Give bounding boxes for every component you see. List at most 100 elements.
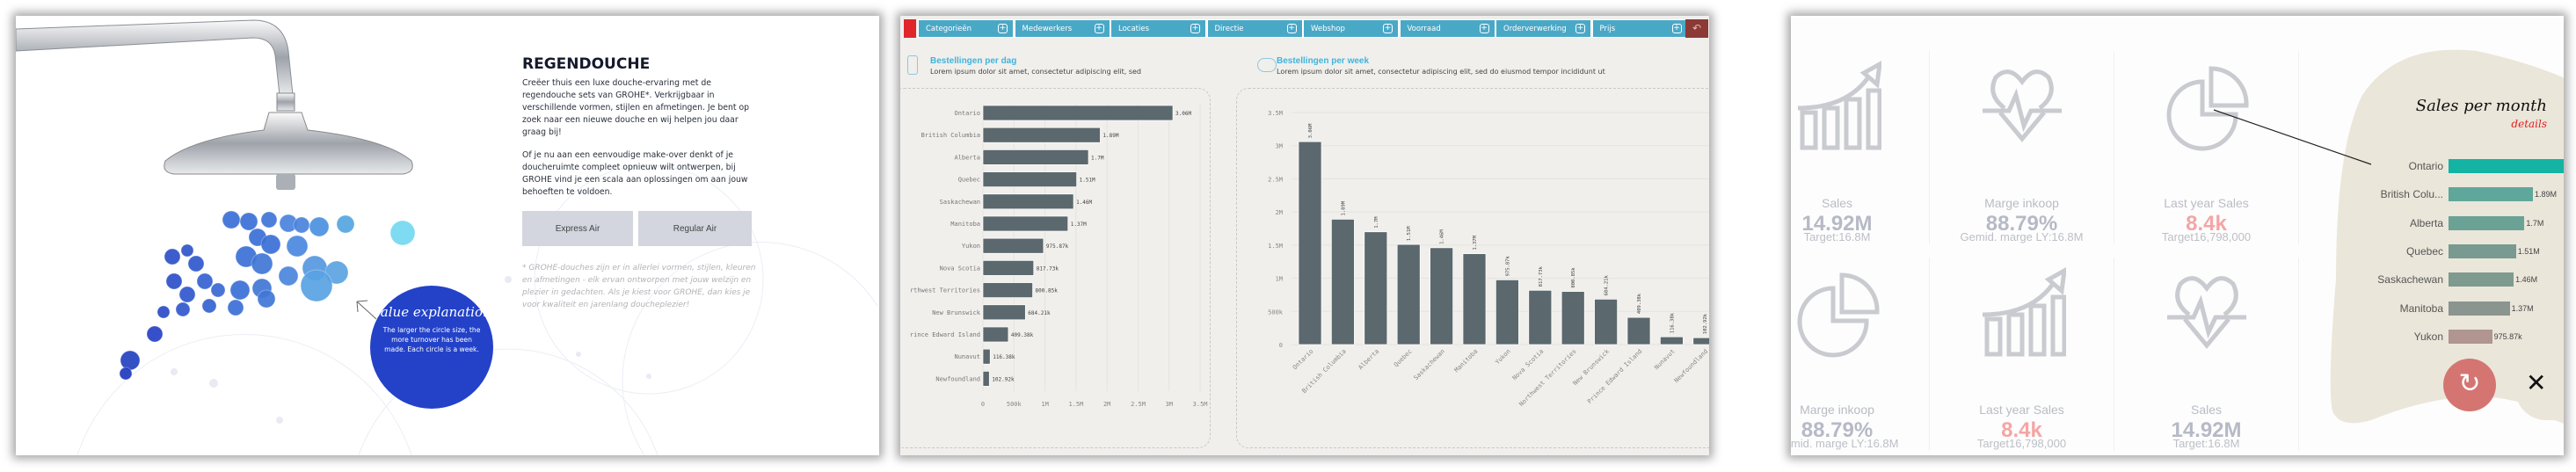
x-tick-label: 3M	[1166, 401, 1173, 408]
bar[interactable]	[982, 371, 990, 387]
refresh-button[interactable]: ↻	[2443, 359, 2496, 411]
plus-icon[interactable]: +	[1094, 24, 1104, 33]
popup-bar-row[interactable]: Ontario	[2371, 159, 2564, 175]
week-bubble	[187, 255, 205, 272]
bar[interactable]	[1528, 289, 1553, 345]
plus-icon[interactable]: +	[1575, 24, 1585, 33]
popup-bar-row[interactable]: British Colu... 1.89M	[2371, 187, 2564, 203]
kpi-tile[interactable]: Marge inkoop 88.79% Gemid. marge LY:16.8…	[1791, 258, 1930, 451]
background-network-decoration	[76, 164, 878, 455]
bar[interactable]	[1594, 299, 1618, 345]
popup-bar-label: Saskachewan	[2377, 273, 2443, 287]
kpi-tile[interactable]: Marge inkoop 88.79% Gemid. marge LY:16.8…	[1930, 51, 2114, 244]
data-label: 116.38k	[993, 354, 1015, 360]
popup-bar-row[interactable]: Alberta 1.7M	[2371, 215, 2564, 232]
popup-details-link[interactable]: details	[2511, 118, 2547, 130]
popup-bar-row[interactable]: Yukon 975.87k	[2371, 329, 2564, 345]
popup-bar[interactable]	[2449, 329, 2492, 344]
bar[interactable]	[1495, 280, 1519, 345]
category-label: Nova Scotia	[940, 265, 980, 272]
y-tick-label: 2M	[1276, 209, 1283, 216]
data-label: 116.38k	[1670, 312, 1675, 333]
category-label: Yukon	[1494, 348, 1512, 367]
bar[interactable]	[982, 348, 991, 365]
week-bubble	[239, 212, 258, 231]
plus-icon[interactable]: +	[1383, 24, 1393, 33]
logo-tab[interactable]	[904, 19, 916, 38]
nav-tab-categorieën[interactable]: Categorieën +	[918, 19, 1014, 38]
bar[interactable]	[982, 149, 1089, 165]
regular-air-button[interactable]: Regular Air	[638, 211, 752, 246]
bar[interactable]	[982, 237, 1044, 254]
category-label: Quebec	[1393, 348, 1414, 369]
bar[interactable]	[1561, 291, 1585, 345]
plus-icon[interactable]: +	[1479, 24, 1489, 33]
top-nav: Categorieën + Medewerkers + Locaties + Directi…	[900, 19, 1709, 39]
bar[interactable]	[1298, 141, 1322, 345]
bar[interactable]	[982, 215, 1069, 232]
close-button[interactable]: ✕	[2515, 350, 2564, 420]
bar[interactable]	[1396, 243, 1421, 345]
kpi-tile[interactable]: Sales 14.92M Target:16.8M	[1791, 51, 1930, 244]
popup-bar-value: 1.7M	[2526, 218, 2544, 228]
nav-tab-orderverwerking[interactable]: Orderverwerking +	[1495, 19, 1591, 38]
plus-icon[interactable]: +	[1190, 24, 1200, 33]
week-bubble	[229, 280, 251, 301]
popup-bar[interactable]	[2449, 243, 2516, 258]
y-tick-label: 2.5M	[1268, 176, 1283, 183]
pie-chart-icon	[2166, 66, 2249, 151]
back-button[interactable]: ↶	[1685, 19, 1708, 38]
bar[interactable]	[982, 105, 1174, 121]
bar[interactable]	[982, 326, 1009, 343]
plus-icon[interactable]: +	[1671, 24, 1682, 33]
nav-tab-webshop[interactable]: Webshop +	[1303, 19, 1399, 38]
bar[interactable]	[1430, 247, 1453, 345]
footnote: * GROHE-douches zijn er in allerlei vorm…	[522, 264, 756, 309]
bar[interactable]	[1462, 253, 1487, 345]
bar[interactable]	[982, 193, 1074, 210]
category-label: Ontario	[954, 110, 980, 117]
popup-bar-row[interactable]: Saskachewan 1.46M	[2371, 272, 2564, 288]
bar[interactable]	[1331, 219, 1355, 345]
bar[interactable]	[982, 304, 1026, 321]
data-label: 3.06M	[1308, 123, 1313, 138]
nav-tab-voorraad[interactable]: Voorraad +	[1399, 19, 1495, 38]
popup-bar[interactable]	[2449, 159, 2564, 173]
plus-icon[interactable]: +	[998, 24, 1008, 33]
calendar-icon	[907, 55, 918, 75]
popup-bar-row[interactable]: Quebec 1.51M	[2371, 243, 2564, 260]
bar[interactable]	[1364, 231, 1388, 345]
y-tick-label: 3M	[1276, 143, 1283, 150]
bar[interactable]	[1660, 336, 1684, 345]
data-label: 975.87k	[1046, 243, 1069, 250]
x-tick-label: 2.5M	[1131, 401, 1146, 408]
bar[interactable]	[982, 282, 1033, 298]
nav-tab-label: Prijs	[1599, 25, 1616, 33]
kpi-value: 8.4k	[2001, 418, 2042, 442]
kpi-tile[interactable]: Sales 14.92M Target:16.8M	[2114, 258, 2299, 451]
nav-tab-label: Webshop	[1311, 25, 1345, 33]
express-air-button[interactable]: Express Air	[522, 211, 633, 246]
popup-bar-value: 975.87k	[2493, 331, 2522, 341]
nav-tab-medewerkers[interactable]: Medewerkers +	[1014, 19, 1110, 38]
x-tick-label: 3.5M	[1193, 401, 1208, 408]
plus-icon[interactable]: +	[1286, 24, 1297, 33]
popup-bar[interactable]	[2449, 272, 2514, 287]
data-label: 1.51M	[1080, 178, 1095, 184]
data-label: 102.92k	[1703, 313, 1708, 334]
popup-bar[interactable]	[2449, 187, 2533, 202]
nav-tab-prijs[interactable]: Prijs +	[1591, 19, 1688, 38]
nav-tab-directie[interactable]: Directie +	[1206, 19, 1303, 38]
bar[interactable]	[1692, 337, 1709, 345]
bar[interactable]	[1626, 316, 1651, 345]
popup-bar[interactable]	[2449, 215, 2525, 230]
popup-bar-row[interactable]: Manitoba 1.37M	[2371, 301, 2564, 317]
bar[interactable]	[982, 171, 1077, 187]
kpi-tile[interactable]: Last year Sales 8.4k Target16,798,000	[2114, 51, 2299, 244]
nav-tab-locaties[interactable]: Locaties +	[1110, 19, 1206, 38]
bar[interactable]	[982, 127, 1101, 143]
category-label: Prince Edward Island	[1586, 348, 1643, 405]
bar[interactable]	[982, 260, 1035, 276]
kpi-tile[interactable]: Last year Sales 8.4k Target16,798,000	[1930, 258, 2114, 451]
popup-bar[interactable]	[2449, 301, 2510, 316]
